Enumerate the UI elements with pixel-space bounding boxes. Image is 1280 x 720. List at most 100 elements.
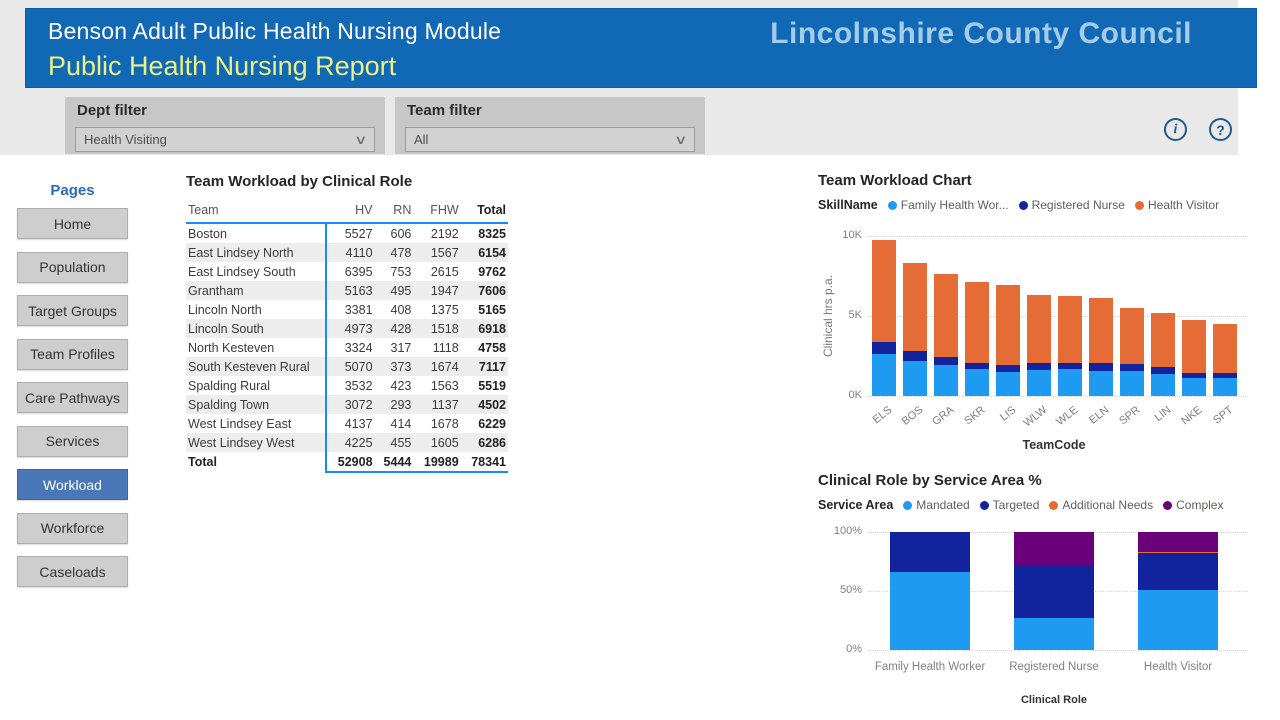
value-cell[interactable]: 1567 — [413, 243, 461, 262]
column-header-fhw[interactable]: FHW — [430, 203, 459, 217]
bar-segment-registered-nurse[interactable] — [995, 364, 1020, 372]
bar-wle[interactable] — [1057, 296, 1082, 396]
value-cell[interactable]: 1563 — [430, 378, 459, 393]
bar-segment-family-health-worker[interactable] — [1088, 370, 1113, 396]
value-cell[interactable]: 6286 — [460, 433, 508, 452]
value-cell[interactable]: 4758 — [478, 340, 506, 355]
value-cell[interactable]: 1518 — [413, 319, 461, 338]
value-cell[interactable]: 1605 — [413, 433, 461, 452]
column-header-team[interactable]: Team — [188, 203, 219, 217]
bar-segment-registered-nurse[interactable] — [1026, 363, 1051, 371]
team-name-cell[interactable]: Grantham — [186, 281, 326, 300]
legend-item-complex[interactable]: Complex — [1163, 498, 1223, 512]
bar-segment-mandated[interactable] — [1014, 618, 1094, 650]
bar-segment-family-health-worker[interactable] — [902, 360, 927, 396]
bar-segment-registered-nurse[interactable] — [902, 351, 927, 361]
sidebar-item-population[interactable]: Population — [17, 251, 128, 283]
value-cell[interactable]: 478 — [374, 243, 414, 262]
value-cell[interactable]: 1375 — [430, 302, 459, 317]
value-cell[interactable]: 1137 — [413, 395, 461, 414]
team-name-cell[interactable]: Boston — [188, 226, 227, 241]
value-cell[interactable]: 428 — [374, 319, 414, 338]
value-cell[interactable]: 5070 — [325, 357, 375, 376]
bar-segment-health-visitor[interactable] — [1057, 296, 1082, 363]
bar-segment-registered-nurse[interactable] — [1150, 367, 1175, 374]
value-cell[interactable]: 1947 — [413, 281, 461, 300]
bar-segment-family-health-worker[interactable] — [1057, 369, 1082, 396]
bar-health-visitor[interactable] — [1138, 532, 1218, 650]
bar-eln[interactable] — [1088, 297, 1113, 396]
bar-segment-health-visitor[interactable] — [1026, 295, 1051, 364]
value-cell[interactable]: 2615 — [430, 264, 459, 279]
bar-segment-registered-nurse[interactable] — [964, 363, 989, 370]
bar-segment-health-visitor[interactable] — [933, 274, 958, 357]
bar-spt[interactable] — [1212, 323, 1237, 396]
sidebar-item-care-pathways[interactable]: Care Pathways — [17, 382, 128, 413]
legend-item-mandated[interactable]: Mandated — [903, 498, 970, 512]
team-name-cell[interactable]: Lincoln South — [186, 319, 326, 338]
legend-item-additional-needs[interactable]: Additional Needs — [1049, 498, 1153, 512]
value-cell[interactable]: 1678 — [430, 416, 459, 431]
value-cell[interactable]: 4110 — [325, 243, 375, 262]
value-cell[interactable]: 408 — [390, 302, 412, 317]
value-cell[interactable]: 19989 — [413, 452, 461, 473]
bar-wlw[interactable] — [1026, 295, 1051, 396]
value-cell[interactable]: 7606 — [460, 281, 508, 300]
bar-segment-registered-nurse[interactable] — [1057, 362, 1082, 370]
bar-segment-registered-nurse[interactable] — [1181, 373, 1206, 379]
legend-item-health-visitor[interactable]: Health Visitor — [1134, 198, 1219, 212]
bar-lis[interactable] — [995, 285, 1020, 396]
bar-segment-family-health-worker[interactable] — [1026, 370, 1051, 396]
bar-segment-complex[interactable] — [1014, 532, 1094, 567]
dept-filter-dropdown[interactable]: Health Visiting ∨ — [75, 127, 375, 152]
team-name-cell[interactable]: Total — [186, 452, 326, 472]
column-header-total[interactable]: Total — [477, 203, 506, 217]
team-name-cell[interactable]: West Lindsey East — [188, 416, 292, 431]
bar-nke[interactable] — [1181, 319, 1206, 396]
legend-item-targeted[interactable]: Targeted — [979, 498, 1039, 512]
bar-segment-health-visitor[interactable] — [902, 262, 927, 352]
team-name-cell[interactable]: East Lindsey South — [188, 264, 296, 279]
value-cell[interactable]: 1118 — [432, 340, 459, 355]
value-cell[interactable]: 3324 — [325, 338, 375, 357]
bar-segment-complex[interactable] — [1138, 532, 1218, 553]
bar-segment-registered-nurse[interactable] — [871, 342, 896, 355]
value-cell[interactable]: 414 — [390, 416, 412, 431]
bar-segment-family-health-worker[interactable] — [1212, 377, 1237, 396]
value-cell[interactable]: 5163 — [325, 281, 375, 300]
bar-lin[interactable] — [1150, 313, 1175, 396]
info-icon[interactable]: i — [1164, 118, 1187, 141]
sidebar-item-workforce[interactable]: Workforce — [17, 512, 128, 544]
value-cell[interactable]: 4225 — [325, 433, 375, 452]
value-cell[interactable]: 317 — [390, 340, 412, 355]
bar-segment-health-visitor[interactable] — [964, 282, 989, 364]
bar-segment-family-health-worker[interactable] — [1150, 374, 1175, 396]
value-cell[interactable]: 4502 — [460, 395, 508, 414]
bar-segment-family-health-worker[interactable] — [964, 369, 989, 396]
bar-segment-targeted[interactable] — [890, 532, 970, 573]
team-filter-dropdown[interactable]: All ∨ — [405, 127, 695, 152]
bar-segment-family-health-worker[interactable] — [871, 354, 896, 396]
team-name-cell[interactable]: Spalding Rural — [188, 378, 270, 393]
bar-segment-registered-nurse[interactable] — [1119, 364, 1144, 371]
value-cell[interactable]: 3072 — [325, 395, 375, 414]
bar-segment-health-visitor[interactable] — [995, 285, 1020, 365]
value-cell[interactable]: 5444 — [374, 452, 414, 473]
column-header-hv[interactable]: HV — [355, 203, 373, 217]
value-cell[interactable]: 3381 — [325, 300, 375, 319]
bar-segment-family-health-worker[interactable] — [1119, 371, 1144, 396]
sidebar-item-home[interactable]: Home — [17, 208, 128, 239]
bar-els[interactable] — [871, 239, 896, 396]
bar-family-health-worker[interactable] — [890, 532, 970, 650]
bar-segment-mandated[interactable] — [1138, 589, 1218, 650]
bar-segment-health-visitor[interactable] — [1119, 307, 1144, 365]
bar-segment-health-visitor[interactable] — [1088, 297, 1113, 364]
team-name-cell[interactable]: East Lindsey North — [186, 243, 326, 262]
bar-segment-family-health-worker[interactable] — [933, 364, 958, 396]
bar-segment-registered-nurse[interactable] — [1088, 363, 1113, 371]
value-cell[interactable]: 455 — [374, 433, 414, 452]
bar-segment-health-visitor[interactable] — [1212, 323, 1237, 374]
bar-segment-registered-nurse[interactable] — [933, 356, 958, 365]
bar-segment-health-visitor[interactable] — [1150, 313, 1175, 368]
bar-segment-health-visitor[interactable] — [1181, 319, 1206, 374]
